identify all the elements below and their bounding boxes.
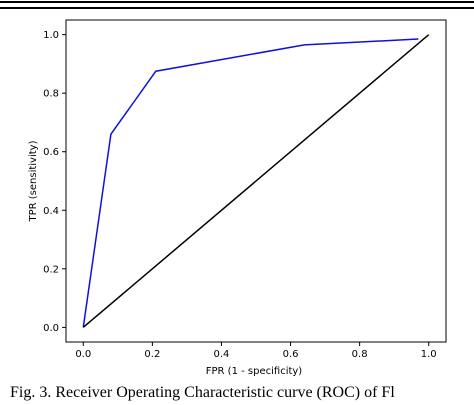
x-axis-ticks: 0.0 0.2 0.4 0.6 0.8 1.0 (75, 342, 437, 360)
series-line-0 (82, 38, 419, 328)
top-rule-thick (0, 1, 474, 3)
plot-area-frame (65, 19, 447, 343)
x-axis-label: FPR (1 - specificity) (206, 366, 303, 377)
x-tick-label: 0.8 (352, 349, 368, 360)
x-tick-label: 0.2 (144, 349, 160, 360)
x-tick-label: 0.6 (283, 349, 299, 360)
y-axis-label: TPR (sensitivity) (28, 140, 39, 222)
series-layer (82, 34, 430, 328)
y-axis-ticks: 0.0 0.2 0.4 0.6 0.8 1.0 (43, 30, 66, 334)
y-tick-label: 0.8 (43, 89, 59, 100)
x-tick-label: 0.0 (75, 349, 91, 360)
x-tick-label: 1.0 (421, 349, 437, 360)
y-tick-label: 0.0 (43, 323, 59, 334)
y-tick-label: 0.6 (43, 147, 59, 158)
y-tick-label: 0.4 (43, 206, 59, 217)
figure-caption: Fig. 3. Receiver Operating Characteristi… (10, 384, 395, 401)
y-tick-label: 0.2 (43, 264, 59, 275)
series-line-1 (82, 34, 430, 328)
top-rule-thin (0, 7, 474, 9)
x-tick-label: 0.4 (214, 349, 230, 360)
y-tick-label: 1.0 (43, 30, 59, 41)
